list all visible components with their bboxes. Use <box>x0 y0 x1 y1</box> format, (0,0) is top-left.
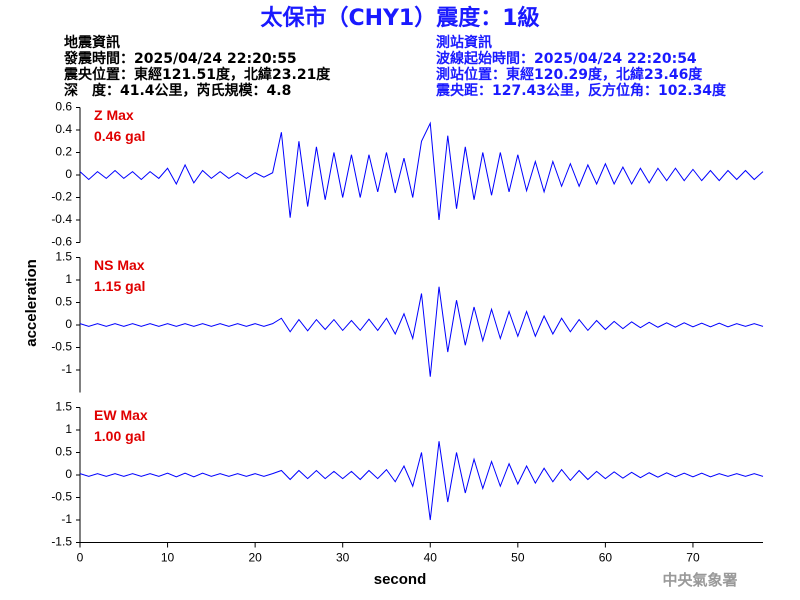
y-tick-label: 0 <box>65 467 72 481</box>
x-tick-label: 70 <box>686 551 700 565</box>
info-text: 測站位置：東經120.29度，北緯23.46度 <box>436 66 703 83</box>
info-text: 震央距：127.43公里，反方位角：102.34度 <box>435 82 727 99</box>
y-tick-label: 1.5 <box>55 400 72 414</box>
x-tick-label: 50 <box>511 551 525 565</box>
max-label: 1.00 gal <box>94 428 145 444</box>
y-tick-label: 0 <box>65 317 72 331</box>
x-tick-label: 10 <box>161 551 175 565</box>
max-label: 1.15 gal <box>94 278 145 294</box>
y-tick-label: -0.4 <box>51 212 72 226</box>
chart-title: 太保市（CHY1）震度：1級 <box>260 5 539 31</box>
y-tick-label: 1.5 <box>55 250 72 264</box>
y-tick-label: 1 <box>65 422 72 436</box>
y-tick-label: -1 <box>61 362 72 376</box>
footer: 中央氣象署 <box>662 571 737 589</box>
info-text: 深 度：41.4公里，芮氏規模：4.8 <box>64 82 291 99</box>
component-label: NS Max <box>94 257 145 273</box>
y-tick-label: 1 <box>65 272 72 286</box>
x-tick-label: 40 <box>424 551 438 565</box>
y-tick-label: -0.5 <box>51 340 72 354</box>
y-tick-label: -0.2 <box>51 190 72 204</box>
y-tick-label: -0.6 <box>51 235 72 249</box>
waveform <box>79 286 764 377</box>
component-label: Z Max <box>94 107 134 123</box>
info-text: 地震資訊 <box>64 34 120 51</box>
y-tick-label: -0.5 <box>51 490 72 504</box>
x-tick-label: 20 <box>248 551 262 565</box>
y-tick-label: 0 <box>65 167 72 181</box>
info-text: 震央位置：東經121.51度，北緯23.21度 <box>63 66 331 83</box>
y-tick-label: 0.6 <box>55 100 72 114</box>
x-tick-label: 30 <box>336 551 350 565</box>
y-tick-label: -1 <box>61 512 72 526</box>
y-tick-label: 0.2 <box>55 145 72 159</box>
waveform <box>79 121 764 221</box>
x-axis-label: second <box>374 571 427 588</box>
max-label: 0.46 gal <box>94 128 145 144</box>
info-text: 波線起始時間：2025/04/24 22:20:54 <box>436 50 697 67</box>
waveform <box>79 441 764 521</box>
y-tick-label: 0.5 <box>55 445 72 459</box>
y-tick-label: 0.5 <box>55 295 72 309</box>
y-tick-label: -1.5 <box>51 535 72 549</box>
y-tick-label: 0.4 <box>55 122 72 136</box>
x-tick-label: 0 <box>77 551 84 565</box>
y-axis-label: acceleration <box>23 259 40 347</box>
info-text: 測站資訊 <box>436 34 492 51</box>
component-label: EW Max <box>94 407 148 423</box>
x-tick-label: 60 <box>599 551 613 565</box>
info-text: 發震時間：2025/04/24 22:20:55 <box>63 50 297 67</box>
